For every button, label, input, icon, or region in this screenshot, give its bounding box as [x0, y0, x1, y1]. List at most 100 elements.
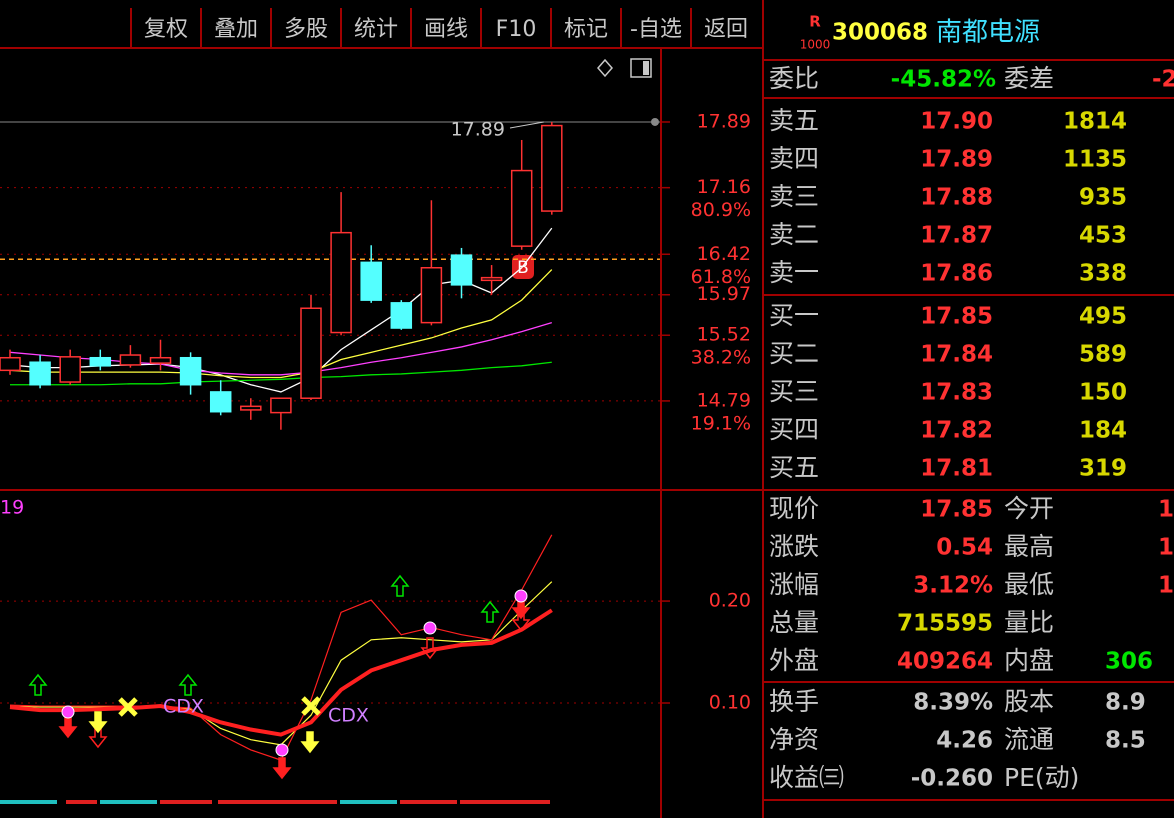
book-label: 卖二 [769, 220, 819, 249]
book-label: 买三 [769, 377, 819, 406]
candle-body [29, 361, 51, 386]
signal-arrow [480, 600, 500, 623]
book-price: 17.86 [920, 261, 993, 287]
high-marker-line [509, 121, 544, 129]
book-volume: 1814 [1063, 109, 1127, 135]
stat-label: 涨幅 [769, 570, 819, 599]
stock-name: 南都电源 [936, 18, 1040, 48]
fib-label: 61.8% [691, 266, 751, 288]
panel-toggle-fill [643, 61, 649, 75]
candle-body [59, 356, 81, 383]
book-volume: 495 [1079, 304, 1127, 330]
stat-value: 8.9 [1105, 690, 1146, 716]
toolbar-button[interactable]: F10 [496, 17, 537, 42]
strip-segment [460, 800, 550, 804]
diamond-icon[interactable] [597, 58, 613, 78]
y-tick-label: 15.97 [697, 283, 751, 305]
signal-dot [275, 743, 289, 757]
signal-text: B [517, 258, 529, 278]
strip-segment [160, 800, 212, 804]
signal-arrow [420, 637, 440, 660]
diff-value: -2 [1152, 67, 1174, 93]
candle-body [450, 254, 473, 286]
book-label: 买二 [769, 339, 819, 368]
book-label: 买四 [769, 415, 819, 444]
toolbar-button[interactable]: 返回 [704, 17, 748, 42]
candle-body [119, 354, 142, 366]
toolbar-button[interactable]: -自选 [630, 17, 682, 42]
toolbar-button[interactable]: 画线 [424, 17, 468, 42]
ratio-label: 委比 [769, 64, 819, 93]
stat-value: -0.260 [911, 766, 993, 792]
book-volume: 150 [1079, 380, 1127, 406]
candle-body [390, 302, 413, 329]
y-tick-label: 17.16 [697, 176, 751, 198]
candle-body [149, 356, 172, 364]
toolbar-button[interactable]: 统计 [354, 17, 398, 42]
signal-arrow [28, 673, 48, 696]
book-volume: 589 [1079, 342, 1127, 368]
stat-value: 4.26 [936, 728, 993, 754]
candle-body [0, 356, 21, 372]
book-price: 17.87 [920, 223, 993, 249]
moving-average [9, 269, 553, 379]
stat-value: 1 [1158, 573, 1174, 599]
bottom-strip [0, 800, 550, 804]
stat-label: 外盘 [769, 646, 819, 675]
toolbar-button[interactable]: 叠加 [214, 17, 258, 42]
stat-label: 换手 [769, 687, 819, 716]
fib-label: 38.2% [691, 347, 751, 369]
book-price: 17.82 [920, 418, 993, 444]
candle-body [209, 391, 232, 413]
stat-value: 715595 [897, 611, 993, 637]
stat-value: 8.39% [913, 690, 993, 716]
y-tick-label: 17.89 [697, 110, 751, 132]
candle-body [510, 169, 533, 247]
toolbar-button[interactable]: 多股 [284, 17, 328, 42]
stat-label: 净资 [769, 725, 819, 754]
signal-arrow [272, 757, 292, 780]
stat-value: 8.5 [1105, 728, 1146, 754]
price-line-dot [651, 117, 659, 126]
book-volume: 184 [1079, 418, 1127, 444]
strip-segment [66, 800, 97, 804]
book-label: 卖四 [769, 144, 819, 173]
candle-body [240, 405, 262, 411]
toolbar-button[interactable]: 标记 [564, 17, 608, 42]
strip-segment [0, 800, 57, 804]
book-label: 卖三 [769, 182, 819, 211]
candle-body [360, 261, 382, 301]
toolbar-button[interactable]: 复权 [144, 17, 188, 42]
diff-label: 委差 [1004, 64, 1054, 93]
stat-label: 总量 [769, 608, 819, 637]
indicator-label: 19 [0, 497, 24, 519]
fib-label: 80.9% [691, 199, 751, 221]
book-price: 17.81 [920, 456, 993, 482]
high-marker: 17.89 [451, 118, 505, 140]
book-label: 买五 [769, 453, 819, 482]
strip-segment [218, 800, 337, 804]
strip-segment [100, 800, 157, 804]
candle-body [89, 356, 112, 367]
y-tick-label: 15.52 [697, 324, 751, 346]
strip-segment [400, 800, 457, 804]
candle-body [330, 231, 352, 334]
stat-label: 最低 [1004, 570, 1054, 599]
stat-label: 量比 [1004, 608, 1054, 637]
book-label: 卖一 [769, 258, 819, 287]
fib-label: 19.1% [691, 412, 751, 434]
book-volume: 1135 [1063, 147, 1127, 173]
strip-segment [340, 800, 397, 804]
book-volume: 453 [1079, 223, 1127, 249]
stat-value: 17.85 [920, 497, 993, 523]
signal-cross [118, 697, 138, 717]
stat-value: 1 [1158, 497, 1174, 523]
candle-body [480, 276, 503, 282]
book-price: 17.90 [920, 109, 993, 135]
signal-dot [423, 621, 437, 635]
panel-toggle[interactable] [630, 58, 652, 78]
stat-label: 现价 [769, 494, 819, 523]
signal-dot [514, 589, 528, 603]
candle-body [541, 124, 563, 212]
book-volume: 338 [1079, 261, 1127, 287]
